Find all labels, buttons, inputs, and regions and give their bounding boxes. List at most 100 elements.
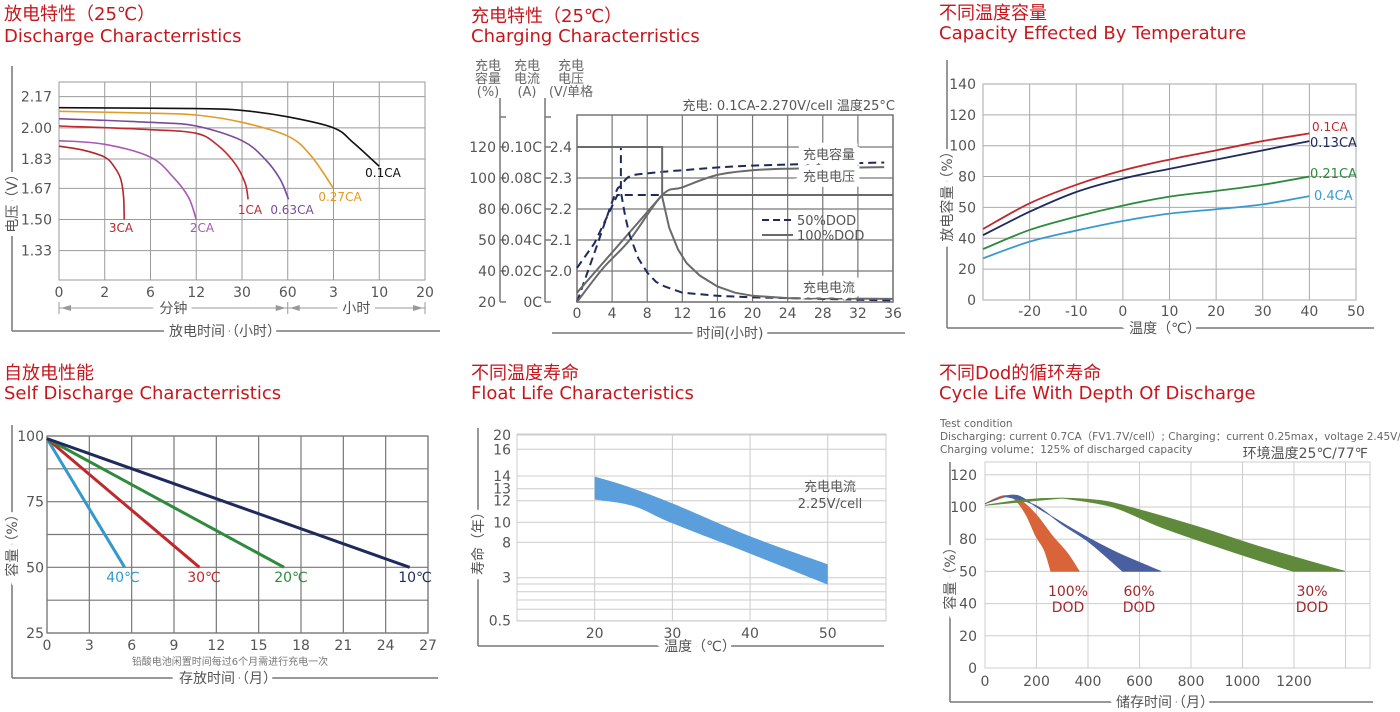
x-tick-label: 36 [884, 306, 902, 322]
y-tick-label: 10 [493, 515, 511, 531]
self-discharge-title-cn: 自放电性能 [4, 363, 94, 384]
arrow-icon [289, 305, 300, 311]
charging-title-cn: 充电特性（25℃） [471, 6, 623, 27]
x-unit-hours: 小时 [342, 301, 370, 317]
series-line-0.21CA [982, 175, 1310, 250]
y-tick-label: 100 [949, 139, 976, 155]
x-tick-label: 12 [207, 638, 225, 654]
y-tick-label: 20 [958, 262, 976, 278]
dod-label: DOD [1052, 600, 1085, 616]
y-tick-label-capacity: 50 [478, 233, 496, 249]
charging-chart: 时间(小时)0 4 8 12 16 20 24 28 32 36充电容量(%)2040508010… [469, 58, 905, 347]
x-tick-label: 9 [170, 638, 179, 654]
y-tick-label-current: 0.04C [501, 233, 542, 249]
y-tick-label-current: 0.08C [501, 171, 542, 187]
legend-label: 50%DOD [797, 214, 856, 229]
series-line-current-50%DOD [577, 146, 894, 302]
y-tick-label-voltage: 2.3 [550, 171, 572, 187]
discharge-title-cn: 放电特性（25℃） [4, 4, 156, 25]
y-tick-label: 40 [958, 231, 976, 247]
x-tick-label: 1000 [1225, 674, 1261, 690]
y-axis-title-current: (A) [517, 85, 536, 100]
y-tick-label: 2.00 [21, 121, 52, 137]
dod-label: 30% [1296, 584, 1327, 600]
series-line-0.4CA [982, 195, 1310, 260]
x-tick-label: 12 [673, 306, 691, 322]
y-tick-label-capacity: 20 [478, 295, 496, 311]
series-line-30℃ [46, 437, 201, 569]
y-tick-label-capacity: 120 [469, 140, 496, 156]
x-tick-label: 40 [1300, 304, 1318, 320]
y-tick-label: 40 [959, 597, 977, 613]
cycle-life-title-en: Cycle Life With Depth Of Discharge [939, 383, 1256, 404]
y-tick-label: 1.83 [21, 152, 52, 168]
y-tick-label: 20 [959, 629, 977, 645]
ambient-temperature: 环境温度25℃/77℉ [1243, 446, 1368, 462]
test-condition-line: Discharging: current 0.7CA（FV1.7V/cell）;… [940, 431, 1400, 443]
y-axis-label: 放电容量（%） [939, 144, 956, 241]
y-axis-label: 寿命（年） [470, 505, 487, 575]
x-axis-label: 温度（℃） [1129, 321, 1201, 337]
float-life-title-cn: 不同温度寿命 [471, 363, 579, 384]
y-tick-label: 13 [493, 482, 511, 498]
float-life-band [594, 476, 828, 585]
y-tick-label: 8 [502, 535, 511, 551]
y-tick-label: 100 [950, 500, 977, 516]
y-tick-label-current: 0.10C [501, 140, 542, 156]
y-tick-label: 20 [493, 428, 511, 444]
series-line-capacity-100%DOD [576, 166, 885, 303]
x-axis-label: 存放时间（月） [179, 671, 277, 687]
y-tick-label-voltage: 2.4 [550, 140, 572, 156]
y-tick-label: 50 [959, 564, 977, 580]
series-line-2CA [58, 139, 198, 220]
series-line-0.27CA [58, 110, 335, 189]
series-label: 40℃ [106, 570, 140, 586]
curve-label-voltage: 充电电压 [803, 169, 855, 185]
x-tick-label: 30 [233, 285, 251, 301]
x-tick-label: -20 [1018, 304, 1041, 320]
series-label: 0.13CA [1310, 136, 1357, 151]
y-axis-title-voltage: (V/单格 [549, 84, 593, 100]
x-tick-label: 50 [819, 626, 837, 642]
y-tick-label-current: 0C [523, 295, 542, 311]
series-line-0.13CA [982, 140, 1310, 236]
dod-band-30% [984, 497, 1346, 572]
y-axis-title-current: 充电 [514, 58, 540, 74]
dod-label: 100% [1048, 584, 1088, 600]
y-axis-title-current: 电流 [514, 72, 540, 87]
series-label: 0.4CA [1314, 189, 1353, 204]
x-tick-label: 0 [573, 306, 582, 322]
y-tick-label: 0 [968, 661, 977, 677]
x-tick-label: 15 [250, 638, 268, 654]
self-discharge-chart: 容量（%） 存放时间（月） 0 3 6 9 12 15 18 21 24 27 25 50 75 100 铅酸电… [0, 425, 438, 692]
series-label: 3CA [109, 221, 134, 235]
temperature-capacity-title-en: Capacity Effected By Temperature [939, 23, 1247, 44]
y-axis-label: 容量（%） [4, 507, 21, 576]
arrow-icon [275, 305, 286, 311]
series-line-40℃ [45, 437, 126, 569]
x-tick-label: 3 [85, 638, 94, 654]
y-tick-label-current: 0.06C [501, 202, 542, 218]
x-tick-label: 18 [292, 638, 310, 654]
y-axis-label: 容量（%） [942, 540, 959, 609]
x-tick-label: 30 [1254, 304, 1272, 320]
series-line-current-100%DOD [577, 146, 894, 300]
curve-label-current: 充电电流 [803, 280, 855, 296]
y-axis-title-capacity: 容量 [475, 71, 501, 87]
x-tick-label: 20 [416, 285, 434, 301]
cycle-life-title-cn: 不同Dod的循环寿命 [939, 363, 1102, 384]
y-tick-label-capacity: 40 [478, 264, 496, 280]
x-tick-label: -10 [1065, 304, 1088, 320]
self-discharge-title-en: Self Discharge Characterristics [4, 383, 282, 404]
series-label: 20℃ [274, 570, 308, 586]
series-line-1CA [58, 125, 249, 200]
y-tick-label: 50 [958, 200, 976, 216]
x-tick-label: 21 [334, 638, 352, 654]
y-axis-label: 电压（V） [5, 167, 21, 233]
series-label: 0.1CA [365, 166, 401, 180]
y-tick-label-current: 0.02C [501, 264, 542, 280]
y-tick-label-voltage: 2.2 [550, 202, 572, 218]
series-line-0.1CA [982, 132, 1310, 230]
y-axis-title-capacity: 充电 [475, 58, 501, 74]
